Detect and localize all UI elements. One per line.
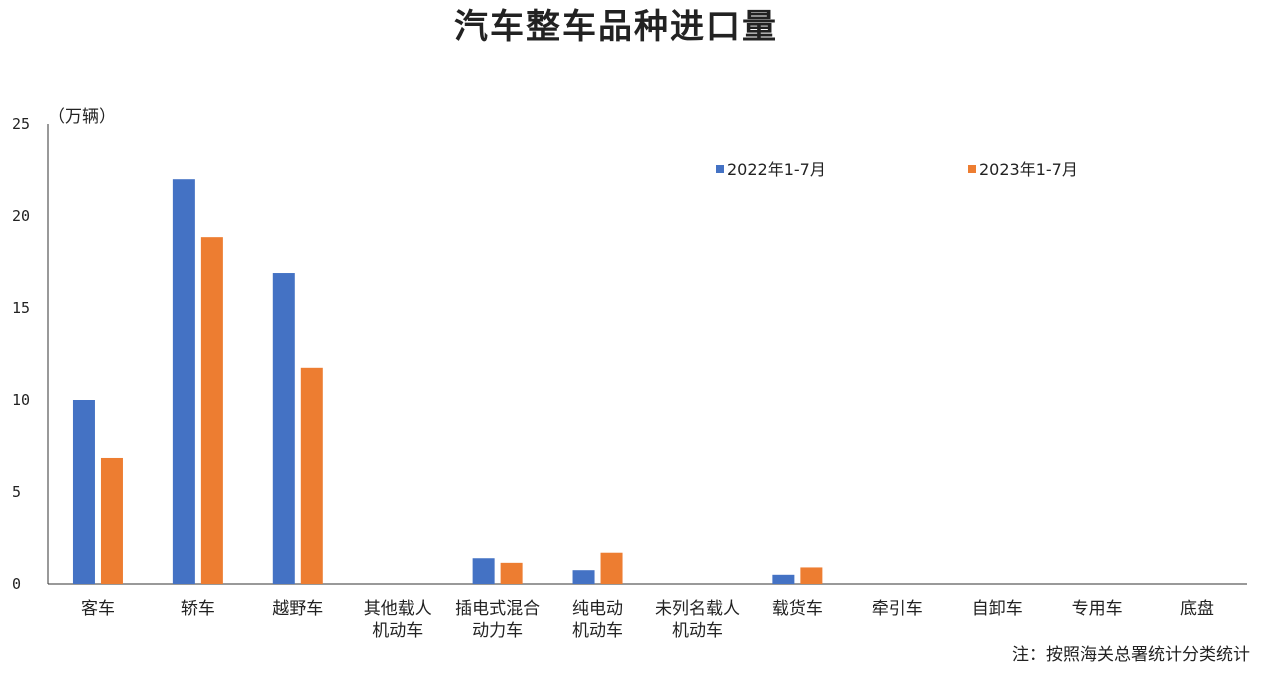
bar-2022 [772,574,795,584]
bar-2022 [572,570,595,584]
bar-2022 [72,400,95,584]
source-note: 注：按照海关总署统计分类统计 [1012,645,1250,665]
legend-label: 2023年1-7月 [979,160,1078,179]
y-unit-label: （万辆） [48,107,116,127]
x-tick-label: 其他载人 [364,599,432,619]
x-tick-label: 越野车 [272,599,323,619]
x-tick-label: 机动车 [372,621,423,641]
bar-2023 [200,237,223,584]
x-tick-label: 机动车 [672,621,723,641]
chart-title: 汽车整车品种进口量 [454,7,778,47]
legend-swatch [716,165,724,173]
x-tick-label: 轿车 [181,599,215,619]
legend-swatch [968,165,976,173]
bar-2023 [800,567,823,584]
x-tick-label: 未列名载人 [655,599,740,619]
bar-2022 [272,273,295,584]
bar-2022 [472,558,495,584]
legend: 2022年1-7月 2023年1-7月 [716,160,1078,179]
x-tick-label: 机动车 [572,621,623,641]
x-tick-label: 自卸车 [972,599,1023,619]
x-tick-label: 客车 [81,599,115,619]
x-tick-label: 专用车 [1072,599,1123,619]
y-tick-label: 25 [12,115,30,133]
y-tick-label: 0 [12,575,21,593]
y-tick-label: 10 [12,391,30,409]
y-tick-label: 15 [12,299,30,317]
bar-2023 [600,552,623,584]
x-tick-label: 牵引车 [872,599,923,619]
x-tick-label: 动力车 [472,621,523,641]
bar-2023 [500,562,523,584]
bar-2022 [172,179,195,584]
y-tick-label: 20 [12,207,30,225]
bar-2023 [300,367,323,584]
bar-2023 [100,457,123,584]
x-tick-label: 插电式混合 [455,599,540,619]
x-tick-label: 底盘 [1180,599,1214,619]
x-tick-label: 载货车 [772,599,823,619]
legend-label: 2022年1-7月 [727,160,826,179]
y-tick-label: 5 [12,483,21,501]
x-tick-label: 纯电动 [572,599,623,619]
